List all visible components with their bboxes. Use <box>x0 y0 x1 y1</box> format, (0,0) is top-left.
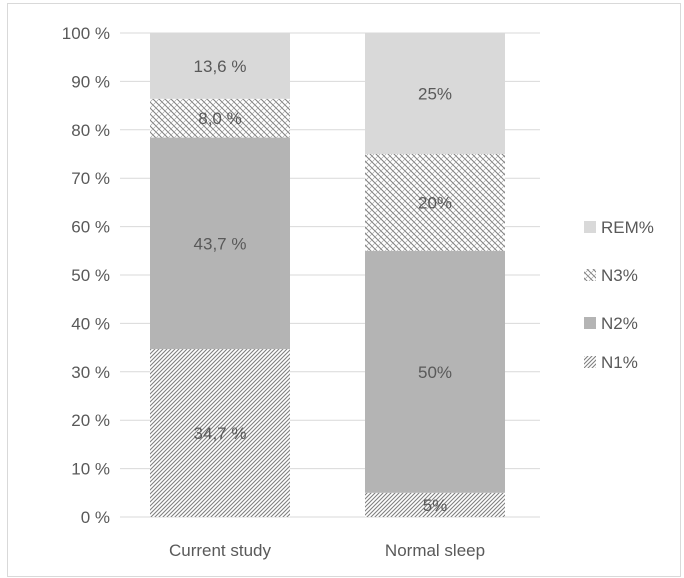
bar-segment <box>365 33 505 154</box>
y-tick-label: 20 % <box>71 411 110 430</box>
y-tick-label: 70 % <box>71 169 110 188</box>
data-label: 20% <box>418 193 452 212</box>
legend-label: REM% <box>601 218 654 237</box>
legend-label: N2% <box>601 314 638 333</box>
legend-label: N1% <box>601 353 638 372</box>
bar-segment <box>150 33 290 99</box>
data-label: 50% <box>418 363 452 382</box>
y-tick-label: 90 % <box>71 72 110 91</box>
bar-segment <box>365 250 505 493</box>
legend: REM% N3% N2% N1% <box>584 218 654 372</box>
legend-swatch <box>584 317 596 329</box>
bar-segment <box>150 137 290 350</box>
y-tick-label: 30 % <box>71 363 110 382</box>
y-tick-label: 60 % <box>71 218 110 237</box>
data-label: 13,6 % <box>194 57 247 76</box>
bar-segment <box>150 349 290 517</box>
y-tick-label: 40 % <box>71 314 110 333</box>
y-axis: 0 % 10 % 20 % 30 % 40 % 50 % 60 % 70 % 80 % 90 % 1… <box>62 24 110 527</box>
y-tick-label: 80 % <box>71 121 110 140</box>
x-tick-label: Current study <box>169 541 272 560</box>
legend-swatch <box>584 356 596 368</box>
bar-segment <box>365 154 505 251</box>
y-tick-label: 100 % <box>62 24 110 43</box>
x-tick-label: Normal sleep <box>385 541 485 560</box>
legend-swatch <box>584 221 596 233</box>
data-label: 43,7 % <box>194 234 247 253</box>
x-axis: Current study Normal sleep <box>169 541 485 560</box>
y-tick-label: 50 % <box>71 266 110 285</box>
bars: 34,7 % 43,7 % 8,0 % 13,6 % 5% 50% 20% 25% <box>150 33 505 517</box>
legend-swatch <box>584 269 596 281</box>
legend-label: N3% <box>601 266 638 285</box>
data-label: 25% <box>418 85 452 104</box>
y-tick-label: 10 % <box>71 460 110 479</box>
y-tick-label: 0 % <box>81 508 110 527</box>
bar-segment <box>365 492 505 517</box>
chart-frame <box>7 3 681 577</box>
bar-segment <box>150 98 290 138</box>
data-label: 5% <box>423 496 448 515</box>
data-label: 34,7 % <box>194 424 247 443</box>
data-label: 8,0 % <box>198 109 241 128</box>
